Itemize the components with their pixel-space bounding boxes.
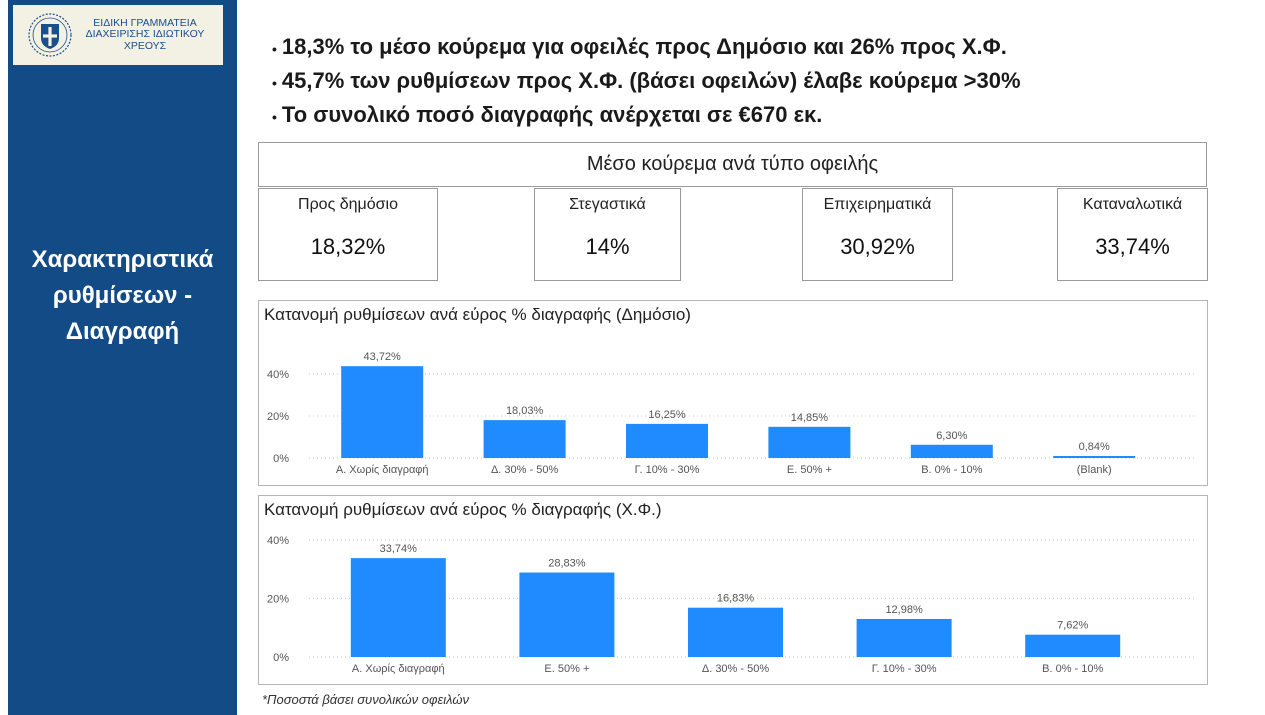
- chart-panel-private: Κατανομή ρυθμίσεων ανά εύρος % διαγραφής…: [258, 495, 1208, 685]
- logo-text: ΕΙΔΙΚΗ ΓΡΑΜΜΑΤΕΙΑ ΔΙΑΧΕΙΡΙΣΗΣ ΙΔΙΩΤΙΚΟΥ …: [73, 16, 223, 53]
- data-label: 28,83%: [548, 558, 586, 570]
- logo-line: ΔΙΑΧΕΙΡΙΣΗΣ ΙΔΙΩΤΙΚΟΥ: [85, 28, 205, 41]
- data-label: 33,74%: [380, 543, 418, 555]
- y-tick-label: 0%: [273, 453, 289, 465]
- x-tick-label: (Blank): [1077, 464, 1112, 476]
- kpi-value: 30,92%: [840, 234, 915, 259]
- bullet-icon: •: [272, 109, 277, 125]
- kpi-label: Καταναλωτικά: [1082, 196, 1183, 213]
- chart-panel-public: Κατανομή ρυθμίσεων ανά εύρος % διαγραφής…: [258, 300, 1208, 486]
- section-title: Χαρακτηριστικά ρυθμίσεων - Διαγραφή: [8, 242, 237, 350]
- bar-chart-public: 0% 20% 40% 43,72% Α. Χωρίς διαγραφή 18,03% Δ. …: [267, 351, 1194, 476]
- bar[interactable]: [688, 607, 783, 657]
- logo-line: ΧΡΕΟΥΣ: [123, 39, 167, 52]
- x-tick-label: Α. Χωρίς διαγραφή: [336, 464, 429, 476]
- data-label: 18,03%: [506, 405, 544, 417]
- x-tick-label: Ε. 50% +: [787, 464, 832, 476]
- x-tick-label: Α. Χωρίς διαγραφή: [352, 663, 445, 675]
- x-tick-label: Γ. 10% - 30%: [635, 464, 700, 476]
- data-label: 16,83%: [717, 593, 755, 605]
- chart-title: Κατανομή ρυθμίσεων ανά εύρος % διαγραφής…: [264, 500, 662, 519]
- y-tick-label: 20%: [267, 593, 289, 605]
- bar[interactable]: [1053, 456, 1136, 458]
- bar[interactable]: [768, 426, 851, 458]
- sidebar: ΕΙΔΙΚΗ ΓΡΑΜΜΑΤΕΙΑ ΔΙΑΧΕΙΡΙΣΗΣ ΙΔΙΩΤΙΚΟΥ …: [8, 0, 237, 715]
- greek-emblem-icon: [28, 13, 72, 57]
- bullet-item: • Το συνολικό ποσό διαγραφής ανέρχεται σ…: [272, 98, 1021, 132]
- x-tick-label: Δ. 30% - 50%: [702, 663, 769, 675]
- data-label: 43,72%: [364, 351, 402, 363]
- kpi-label: Στεγαστικά: [569, 196, 646, 213]
- x-tick-label: Δ. 30% - 50%: [491, 464, 558, 476]
- logo-line: ΕΙΔΙΚΗ ΓΡΑΜΜΑΤΕΙΑ: [93, 16, 197, 29]
- data-label: 12,98%: [885, 604, 923, 616]
- bar[interactable]: [519, 572, 615, 657]
- bullet-icon: •: [272, 75, 277, 91]
- kpi-label: Επιχειρηματικά: [823, 196, 932, 213]
- y-tick-label: 40%: [267, 369, 289, 381]
- bar[interactable]: [1025, 634, 1121, 657]
- x-tick-label: Β. 0% - 10%: [921, 464, 982, 476]
- bar[interactable]: [350, 558, 446, 657]
- bullet-item: • 45,7% των ρυθμίσεων προς Χ.Φ. (βάσει ο…: [272, 64, 1021, 98]
- kpi-value: 14%: [585, 234, 630, 259]
- kpi-card-consumer: Καταναλωτικά 33,74%: [1057, 188, 1208, 281]
- data-label: 6,30%: [936, 430, 967, 442]
- footnote: *Ποσοστά βάσει συνολικών οφειλών: [262, 692, 469, 707]
- bullet-text: 18,3% το μέσο κούρεμα για οφειλές προς Δ…: [281, 34, 1007, 59]
- kpi-value: 33,74%: [1095, 234, 1170, 259]
- key-findings: • 18,3% το μέσο κούρεμα για οφειλές προς…: [272, 30, 1021, 132]
- chart-title: Κατανομή ρυθμίσεων ανά εύρος % διαγραφής…: [264, 305, 691, 324]
- kpi-header: Μέσο κούρεμα ανά τύπο οφειλής: [258, 142, 1207, 187]
- y-tick-label: 20%: [267, 411, 289, 423]
- section-title-line: ρυθμίσεων -: [52, 282, 193, 309]
- x-tick-label: Β. 0% - 10%: [1042, 663, 1103, 675]
- kpi-label: Προς δημόσιο: [298, 196, 398, 213]
- y-tick-label: 0%: [273, 652, 289, 664]
- bullet-text: 45,7% των ρυθμίσεων προς Χ.Φ. (βάσει οφε…: [281, 68, 1021, 93]
- data-label: 16,25%: [648, 409, 686, 421]
- bullet-item: • 18,3% το μέσο κούρεμα για οφειλές προς…: [272, 30, 1021, 64]
- data-label: 7,62%: [1057, 620, 1088, 632]
- data-label: 14,85%: [791, 412, 829, 424]
- kpi-card-housing: Στεγαστικά 14%: [534, 188, 681, 281]
- kpi-value: 18,32%: [310, 234, 386, 259]
- y-tick-label: 40%: [267, 535, 289, 547]
- kpi-card-business: Επιχειρηματικά 30,92%: [802, 188, 953, 281]
- kpi-card-public: Προς δημόσιο 18,32%: [258, 188, 438, 281]
- x-tick-label: Γ. 10% - 30%: [872, 663, 937, 675]
- bullet-text: Το συνολικό ποσό διαγραφής ανέρχεται σε …: [281, 102, 823, 127]
- bar[interactable]: [910, 444, 993, 458]
- bullet-icon: •: [272, 41, 277, 57]
- bar-chart-private: 0% 20% 40% 33,74% Α. Χωρίς διαγραφή 28,83% Ε. …: [267, 535, 1194, 675]
- bar[interactable]: [856, 618, 952, 657]
- x-tick-label: Ε. 50% +: [544, 663, 589, 675]
- section-title-line: Διαγραφή: [65, 318, 180, 345]
- bar[interactable]: [626, 423, 708, 458]
- data-label: 0,84%: [1079, 441, 1110, 453]
- logo: ΕΙΔΙΚΗ ΓΡΑΜΜΑΤΕΙΑ ΔΙΑΧΕΙΡΙΣΗΣ ΙΔΙΩΤΙΚΟΥ …: [13, 5, 223, 65]
- bar[interactable]: [341, 366, 424, 458]
- bar[interactable]: [483, 420, 566, 458]
- section-title-line: Χαρακτηριστικά: [31, 246, 214, 273]
